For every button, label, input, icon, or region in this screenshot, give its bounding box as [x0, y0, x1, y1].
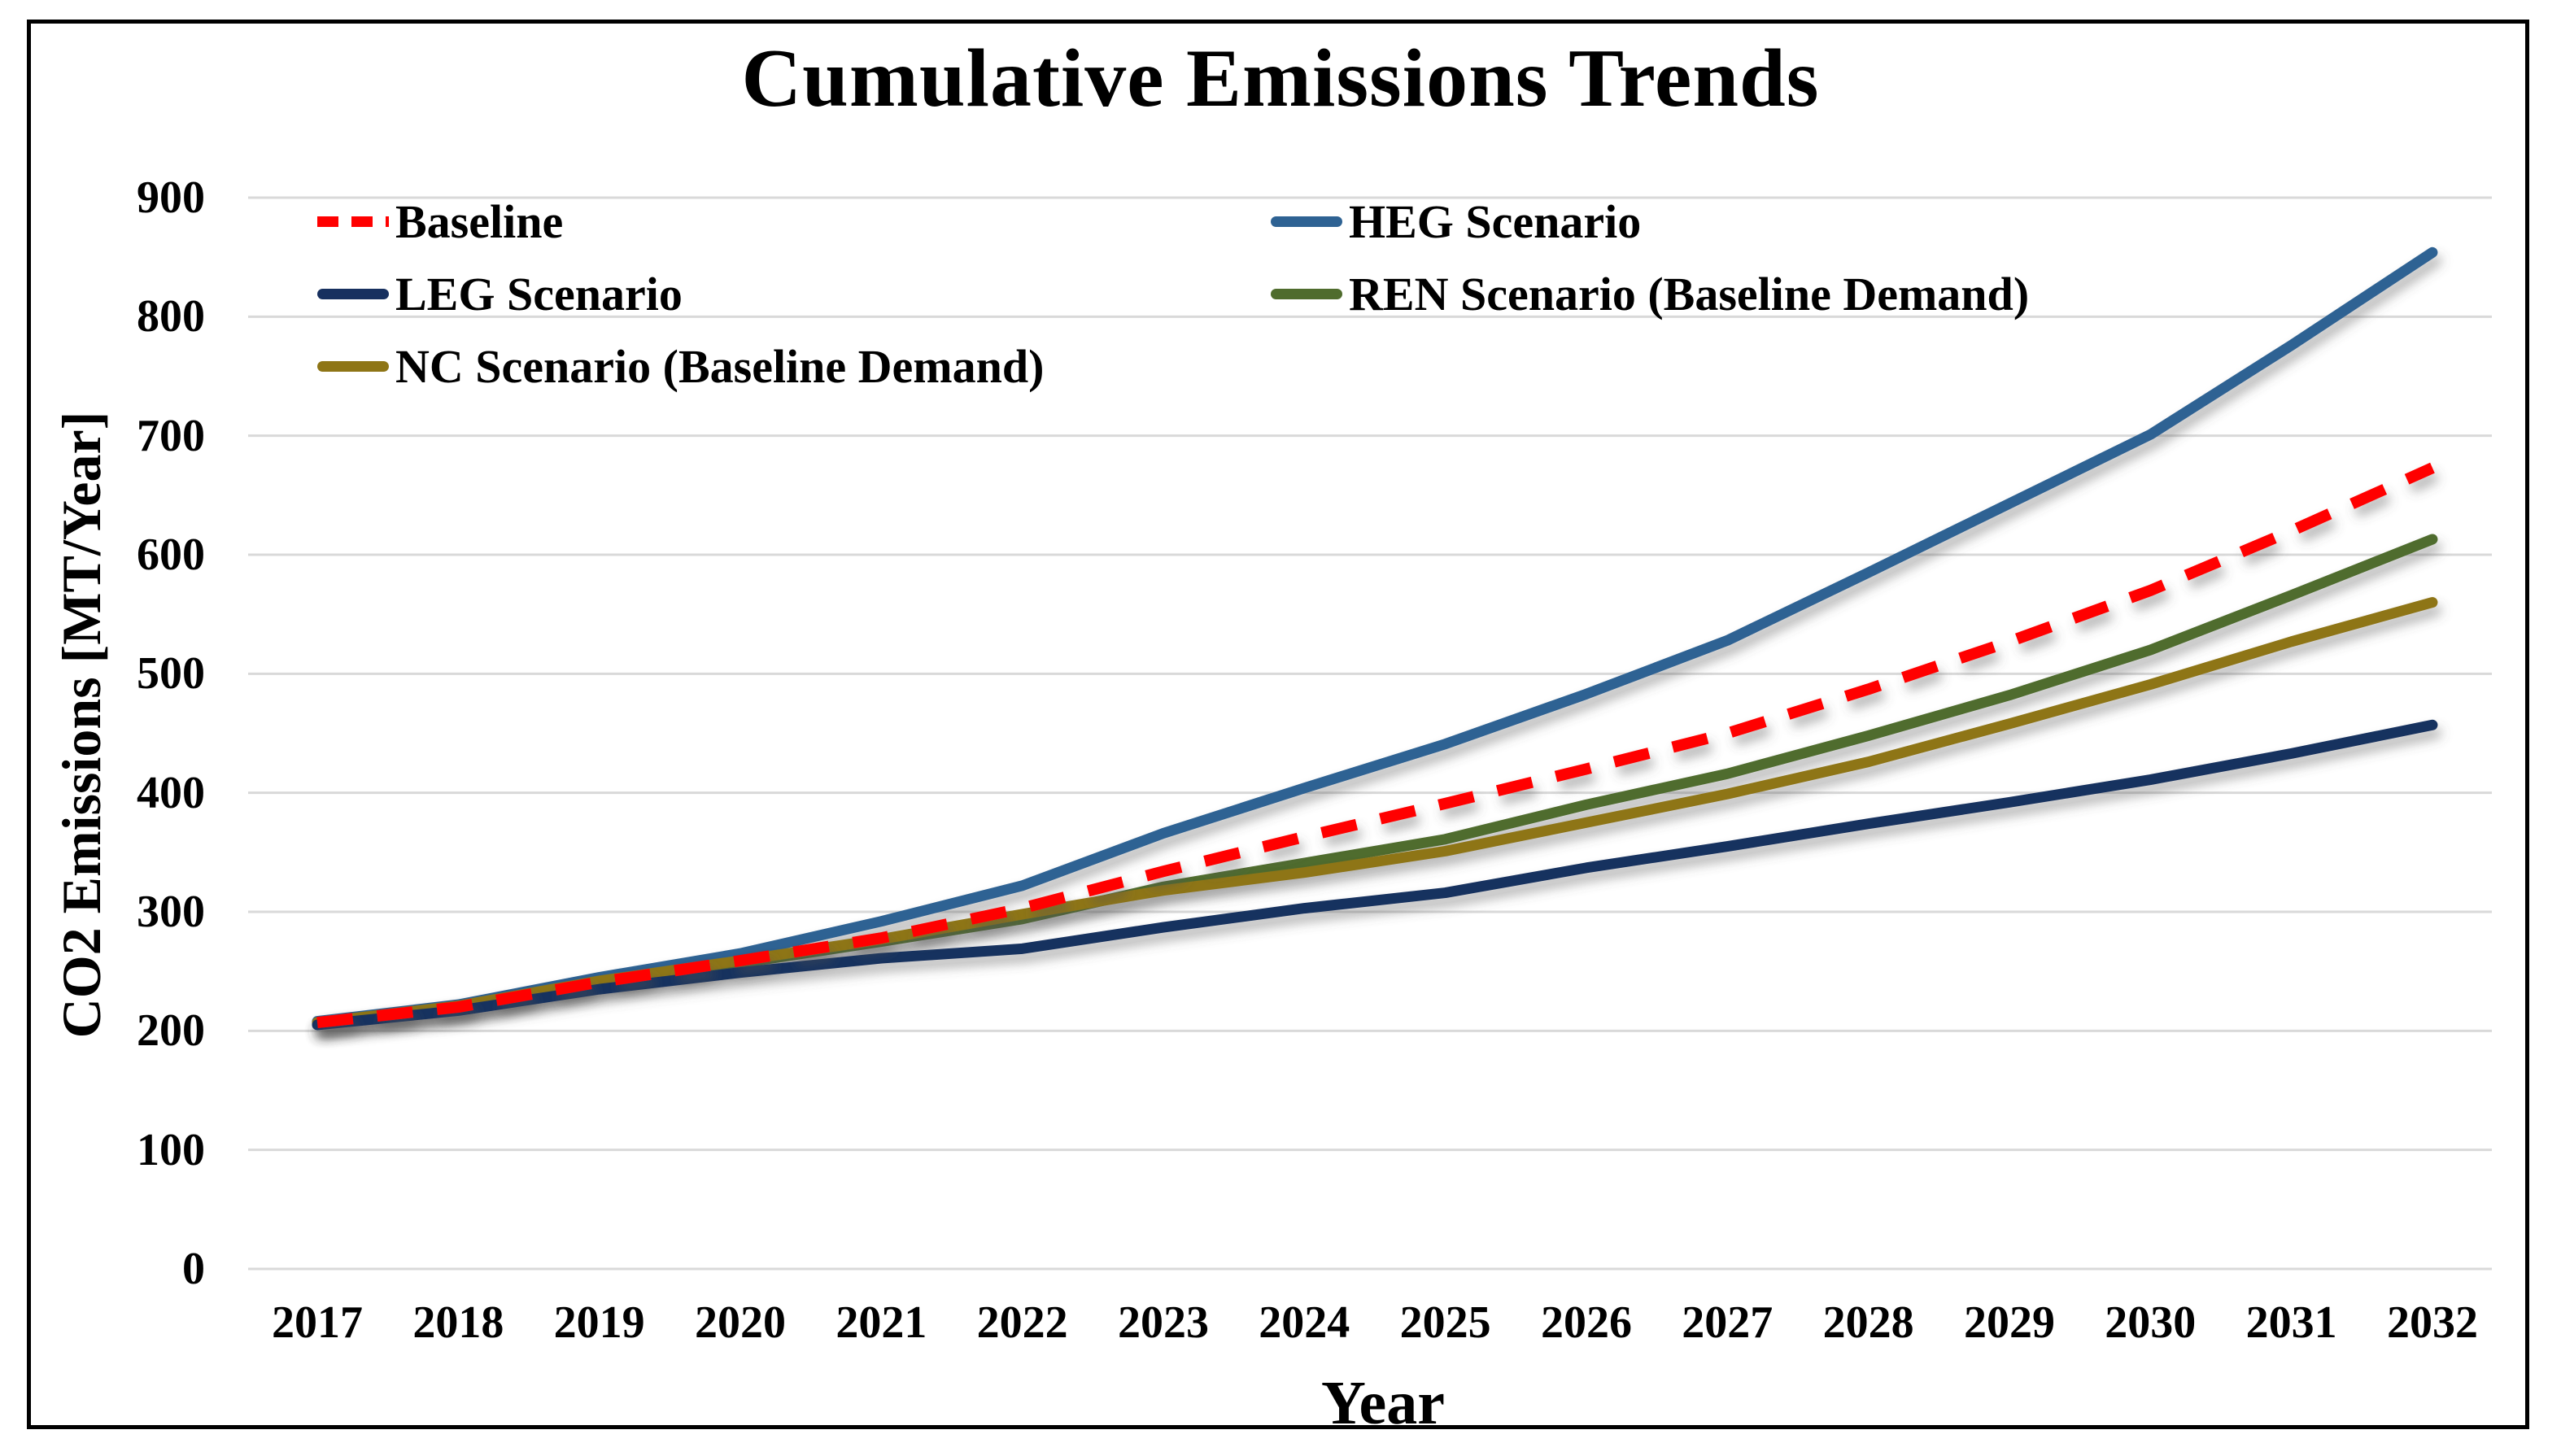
x-tick-label-2031: 2031 [2245, 1297, 2337, 1348]
chart-title: Cumulative Emissions Trends [741, 33, 1820, 124]
y-tick-label-400: 400 [137, 767, 205, 818]
y-tick-label-500: 500 [137, 648, 205, 700]
series-line-baseline [316, 462, 2435, 1029]
series-lines [312, 246, 2438, 1031]
series-line-nc-scenario-baseline-demand [312, 597, 2438, 1028]
legend-item-nc: NC Scenario (Baseline Demand) [317, 330, 1044, 403]
x-tick-label-2029: 2029 [1963, 1297, 2055, 1348]
y-tick-label-900: 900 [137, 172, 205, 223]
gridlines [248, 196, 2492, 1271]
series-line-heg-scenario [312, 246, 2438, 1027]
legend-label-baseline: Baseline [395, 194, 564, 248]
y-tick-label-100: 100 [137, 1124, 205, 1175]
series-line-leg-scenario [312, 719, 2438, 1031]
x-tick-label-2025: 2025 [1399, 1297, 1491, 1348]
y-tick-label-0: 0 [182, 1244, 205, 1294]
x-tick-label-2023: 2023 [1117, 1297, 1209, 1348]
legend-item-leg: LEG Scenario [317, 258, 683, 330]
x-axis-title: Year [1321, 1369, 1445, 1437]
y-tick-label-800: 800 [137, 291, 205, 342]
baseline-dashed-line-swatch [317, 216, 389, 227]
legend-label-nc: NC Scenario (Baseline Demand) [395, 339, 1045, 393]
x-tick-label-2020: 2020 [694, 1297, 786, 1348]
legend-label-leg: LEG Scenario [395, 267, 683, 320]
y-tick-label-200: 200 [137, 1005, 205, 1057]
legend-label-heg: HEG Scenario [1349, 194, 1642, 248]
x-tick-label-2026: 2026 [1540, 1297, 1632, 1348]
y-tick-label-700: 700 [137, 410, 205, 461]
legend-label-ren: REN Scenario (Baseline Demand) [1349, 267, 2030, 320]
legend-item-ren: REN Scenario (Baseline Demand) [1271, 258, 2029, 330]
leg-line-swatch [317, 289, 389, 299]
legend-item-baseline: Baseline [317, 185, 563, 258]
y-tick-label-600: 600 [137, 530, 205, 580]
x-tick-label-2027: 2027 [1682, 1297, 1774, 1348]
x-tick-label-2022: 2022 [976, 1297, 1068, 1348]
x-tick-label-2018: 2018 [412, 1297, 504, 1348]
x-tick-label-2032: 2032 [2386, 1297, 2478, 1348]
x-tick-label-2017: 2017 [272, 1297, 363, 1348]
x-tick-label-2019: 2019 [553, 1297, 645, 1348]
heg-line-swatch [1271, 216, 1342, 227]
chart-frame [27, 20, 2529, 1429]
legend-item-heg: HEG Scenario [1271, 185, 1641, 258]
nc-line-swatch [317, 361, 389, 372]
y-tick-label-300: 300 [137, 887, 205, 937]
x-tick-label-2028: 2028 [1822, 1297, 1914, 1348]
x-tick-label-2021: 2021 [835, 1297, 927, 1348]
x-tick-label-2024: 2024 [1259, 1297, 1350, 1348]
ren-line-swatch [1271, 289, 1342, 299]
x-tick-label-2030: 2030 [2105, 1297, 2197, 1348]
